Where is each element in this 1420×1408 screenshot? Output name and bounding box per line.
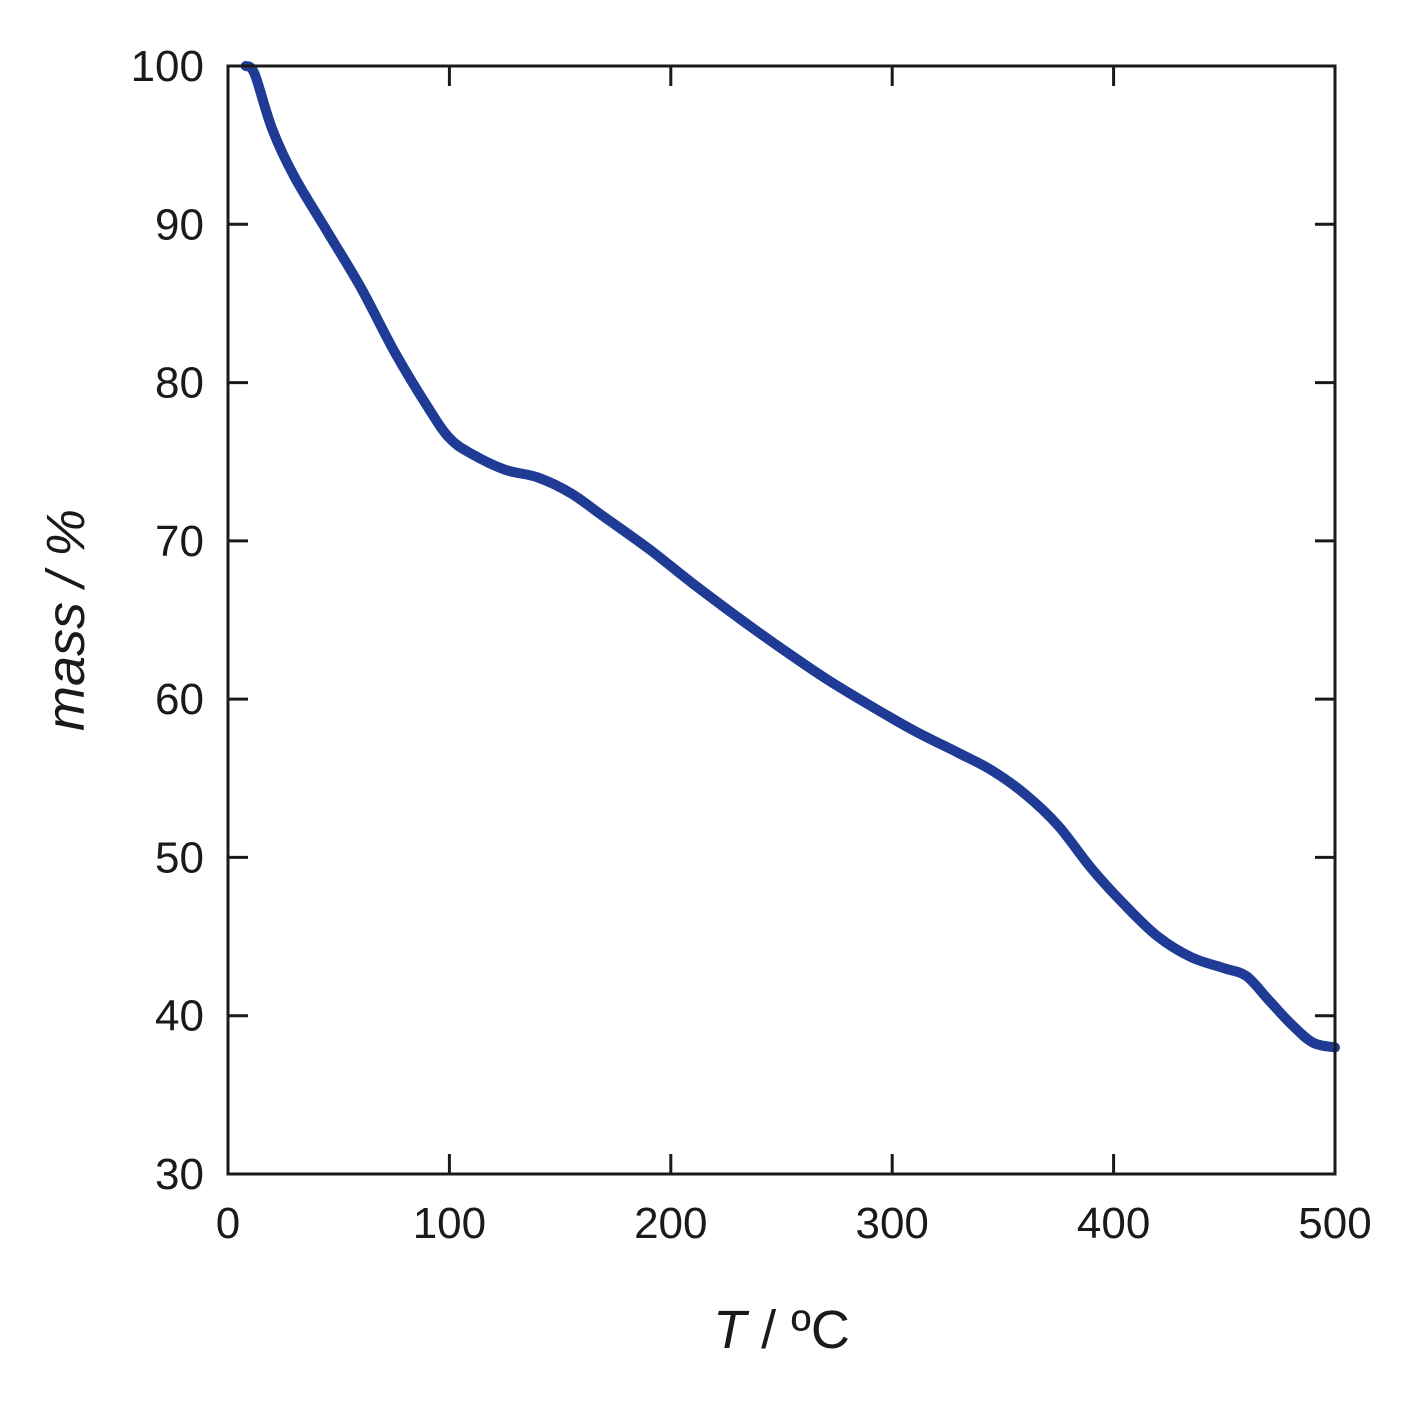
x-tick-label-4: 400 bbox=[1077, 1199, 1150, 1248]
y-tick-label-1: 40 bbox=[155, 992, 204, 1041]
y-tick-label-6: 90 bbox=[155, 200, 204, 249]
ticks bbox=[226, 64, 1337, 1176]
x-tick-label-1: 100 bbox=[413, 1199, 486, 1248]
x-axis-label-unit: / ºC bbox=[746, 1300, 850, 1360]
x-tick-label-5: 500 bbox=[1298, 1199, 1371, 1248]
y-tick-label-3: 60 bbox=[155, 675, 204, 724]
y-axis-label: mass / % bbox=[36, 509, 96, 731]
x-tick-label-2: 200 bbox=[634, 1199, 707, 1248]
x-axis-label: T / ºC bbox=[713, 1300, 850, 1360]
y-tick-label-7: 100 bbox=[131, 42, 204, 91]
tick-labels: 0 100 200 300 400 500 30 40 50 60 70 80 90 100 bbox=[131, 42, 1372, 1248]
y-tick-label-5: 80 bbox=[155, 359, 204, 408]
y-tick-label-2: 50 bbox=[155, 833, 204, 882]
y-tick-label-0: 30 bbox=[155, 1150, 204, 1199]
x-axis-label-symbol: T bbox=[713, 1300, 750, 1360]
x-tick-label-3: 300 bbox=[855, 1199, 928, 1248]
series-line bbox=[240, 61, 1340, 1053]
plot-frame bbox=[226, 64, 1337, 1176]
y-tick-label-4: 70 bbox=[155, 517, 204, 566]
x-tick-label-0: 0 bbox=[216, 1199, 240, 1248]
